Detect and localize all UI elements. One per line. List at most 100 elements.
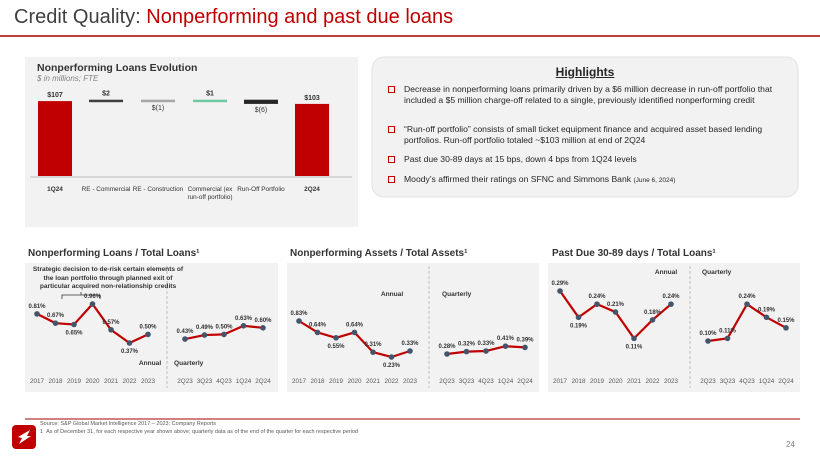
value-label: 0.63%	[235, 316, 253, 322]
marker	[351, 329, 358, 336]
marker	[108, 326, 114, 333]
marker	[763, 314, 770, 321]
panel-label: Quarterly	[174, 360, 204, 367]
value-label: 0.50%	[139, 324, 157, 330]
x-tick-label: 3Q23	[197, 378, 213, 385]
marker	[370, 349, 376, 356]
marker	[783, 325, 789, 331]
bullet-text: Moody’s affirmed their ratings on SFNC a…	[404, 174, 632, 184]
value-label: $103	[304, 95, 320, 102]
value-label: 0.83%	[290, 311, 308, 317]
marker	[724, 335, 731, 342]
logo-mark	[18, 430, 31, 444]
marker	[612, 309, 619, 315]
value-label: 0.18%	[644, 310, 662, 316]
x-tick-label: 2Q24	[255, 378, 271, 385]
x-tick-label: 2020	[85, 378, 100, 385]
x-tick-label: 1Q24	[236, 378, 252, 385]
x-tick-label: 2017	[292, 378, 307, 385]
source: Source: S&P Global Market Intelligence 2…	[40, 421, 216, 427]
value-label: 0.19%	[758, 307, 776, 313]
value-label: $107	[47, 92, 63, 99]
x-tick-label: 2021	[366, 378, 381, 385]
marker	[407, 348, 413, 354]
x-tick-label: 2020	[608, 378, 623, 385]
bar	[193, 99, 227, 103]
x-tick-label: 2Q24	[778, 378, 794, 385]
value-label: 0.11%	[719, 328, 736, 334]
value-label: 0.49%	[196, 325, 214, 331]
category-label: 1Q24	[47, 186, 63, 193]
marker	[221, 331, 227, 338]
title-label: Credit Quality:	[14, 6, 141, 28]
marker	[260, 324, 266, 331]
value-label: 0.11%	[626, 344, 643, 350]
x-tick-label: 4Q23	[478, 378, 494, 385]
bar	[244, 99, 278, 104]
highlights-title: Highlights	[555, 65, 615, 79]
value-label: 0.65%	[65, 330, 83, 336]
x-tick-label: 4Q23	[739, 378, 755, 385]
category-label: RE - Construction	[132, 186, 184, 193]
x-tick-label: 2018	[571, 378, 586, 385]
x-tick-label: 2Q23	[700, 378, 716, 385]
panel-label: Annual	[139, 360, 162, 367]
marker	[522, 344, 528, 351]
bullet-note: (June 6, 2024)	[633, 177, 676, 184]
marker	[668, 301, 674, 307]
x-tick-label: 1Q24	[759, 378, 775, 385]
x-tick-label: 2019	[67, 378, 82, 385]
value-label: 0.37%	[121, 349, 139, 355]
value-label: 0.96%	[84, 294, 102, 300]
value-label: $2	[102, 91, 110, 98]
category-label: RE - Commercial	[81, 186, 131, 193]
marker	[145, 331, 151, 338]
annotation: Strategic decision to de-risk certain el…	[32, 266, 184, 290]
panel-label: Annual	[655, 269, 678, 276]
marker	[463, 348, 470, 355]
x-tick-label: 2022	[384, 378, 399, 385]
x-tick-label: 2023	[141, 378, 156, 385]
value-label: 0.19%	[570, 323, 588, 329]
chart-title: Nonperforming Loans / Total Loans¹	[28, 248, 200, 259]
value-label: 0.33%	[401, 341, 419, 347]
panel-bg	[548, 263, 800, 392]
x-tick-label: 1Q24	[498, 378, 514, 385]
category-label: Run-Off Portfolio	[237, 186, 285, 193]
marker	[705, 338, 711, 344]
panel-bg	[25, 263, 278, 392]
marker	[240, 323, 247, 329]
value-label: 0.10%	[699, 331, 717, 337]
x-tick-label: 3Q23	[720, 378, 736, 385]
bar	[38, 101, 72, 176]
bullet: “Run-off portfolio” consists of small ti…	[388, 124, 780, 146]
marker	[631, 335, 637, 342]
bar	[295, 103, 329, 176]
panel-label: Quarterly	[442, 291, 472, 298]
marker	[71, 321, 77, 328]
value-label: 0.29%	[551, 281, 569, 287]
x-tick-label: 2Q23	[439, 378, 455, 385]
x-tick-label: 2022	[645, 378, 660, 385]
category-label: Commercial (ex run-off portfolio)	[187, 186, 233, 201]
x-tick-label: 2019	[590, 378, 605, 385]
slide-title: Credit Quality: Nonperforming and past d…	[14, 6, 453, 29]
value-label: 0.64%	[309, 322, 327, 328]
marker	[388, 354, 395, 360]
page-number: 24	[786, 440, 795, 449]
bullet: Moody’s affirmed their ratings on SFNC a…	[388, 174, 780, 186]
value-label: 0.23%	[383, 363, 401, 369]
x-tick-label: 2021	[104, 378, 119, 385]
bar	[89, 99, 123, 103]
footnote-number: 1	[40, 429, 44, 435]
value-label: $(6)	[255, 107, 267, 114]
marker	[333, 335, 339, 341]
panel-label: Quarterly	[702, 269, 732, 276]
title-topic: Nonperforming and past due loans	[146, 6, 454, 28]
value-label: 0.24%	[662, 294, 680, 300]
value-label: 0.21%	[607, 302, 625, 308]
category-label: 2Q24	[304, 186, 320, 193]
marker	[52, 320, 59, 326]
